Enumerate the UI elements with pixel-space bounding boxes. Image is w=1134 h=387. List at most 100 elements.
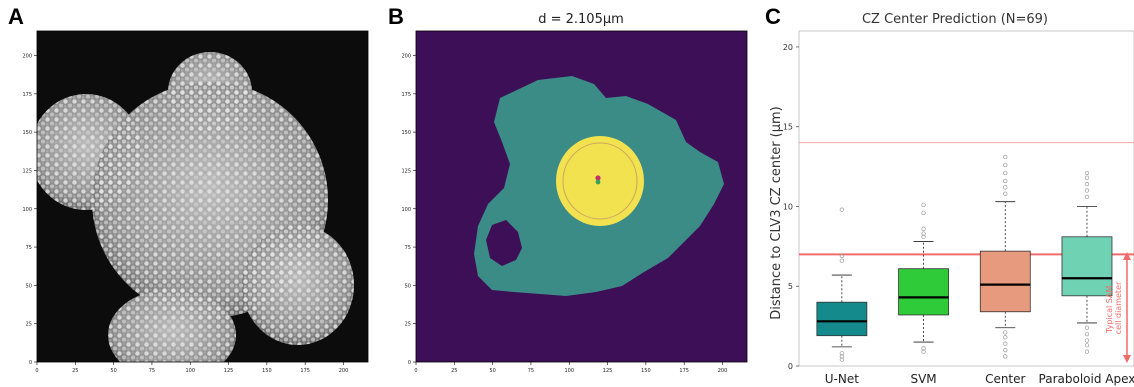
panel-b-x-tick-label: 175 bbox=[679, 368, 689, 374]
y-tick-label: 5 bbox=[788, 282, 793, 291]
panel-b-y-tick-label: 175 bbox=[401, 92, 411, 98]
panel-a-x-tick-label: 0 bbox=[35, 368, 38, 374]
annotation-arrow-down bbox=[1123, 355, 1131, 363]
outlier-point bbox=[839, 357, 845, 362]
cz-circle-fit bbox=[562, 142, 638, 220]
panel-b-x-tick-label: 200 bbox=[718, 368, 728, 374]
panel-a-y-tick-label: 25 bbox=[26, 322, 32, 328]
box-u-net bbox=[816, 207, 868, 362]
outlier-point bbox=[839, 354, 845, 359]
outlier-point bbox=[921, 210, 926, 216]
panel-b-x-tick-label: 50 bbox=[489, 368, 495, 374]
outlier-point bbox=[1084, 349, 1090, 354]
panel-b-x-tick-label: 75 bbox=[528, 368, 534, 374]
panel-a-x-tick-label: 200 bbox=[339, 368, 349, 374]
outlier-point bbox=[1003, 330, 1008, 335]
meristem-image bbox=[37, 52, 354, 362]
outlier-point bbox=[1003, 341, 1008, 346]
meristem-cells bbox=[37, 52, 354, 362]
outlier-point bbox=[1084, 170, 1090, 176]
box-paraboloid-apex bbox=[1061, 170, 1113, 354]
panel-b-y-tick-label: 200 bbox=[401, 54, 411, 60]
panel-b-x-tick-label: 125 bbox=[603, 368, 613, 374]
panel-a-y-tick-label: 125 bbox=[22, 168, 32, 174]
y-tick-label: 20 bbox=[783, 43, 793, 52]
outlier-point bbox=[1003, 335, 1008, 340]
true-center-marker bbox=[595, 179, 601, 185]
outlier-point bbox=[1003, 354, 1008, 359]
panel-a-y-tick-label: 200 bbox=[22, 54, 32, 60]
panel-b-x-tick-label: 100 bbox=[564, 368, 574, 374]
outlier-point bbox=[839, 258, 845, 263]
boxplot-area: 0 5 10 15 20 U-Net SVM Center Paraboloid Apex bbox=[783, 30, 1134, 386]
annotation-arrow-up bbox=[1123, 252, 1131, 260]
panel-a-x-tick-label: 150 bbox=[262, 368, 272, 374]
panel-b-y-tick-label: 25 bbox=[405, 322, 411, 328]
panel-a-x-ticks: 0 25 50 75 100 125 150 175 200 bbox=[35, 362, 348, 374]
outlier-point bbox=[1084, 343, 1090, 348]
panel-a-y-tick-label: 150 bbox=[22, 130, 32, 136]
x-tick-label: Paraboloid Apex bbox=[1039, 372, 1134, 386]
panel-b-x-ticks: 0 25 50 75 100 125 150 175 200 bbox=[414, 362, 727, 374]
outlier-point bbox=[1003, 162, 1008, 168]
outlier-point bbox=[1003, 191, 1008, 196]
y-axis-label: Distance to CLV3 CZ center (μm) bbox=[769, 106, 784, 320]
panel-a-y-tick-label: 50 bbox=[26, 283, 32, 289]
x-tick-label: Center bbox=[985, 372, 1025, 386]
panel-b-y-tick-label: 125 bbox=[401, 168, 411, 174]
outlier-point bbox=[921, 231, 926, 236]
panel-b-segmentation: d = 2.105μm 0 25 50 75 100 125 150 175 200 0 25 50… bbox=[401, 12, 748, 374]
outlier-point bbox=[921, 234, 926, 239]
outlier-point bbox=[839, 253, 845, 259]
outlier-point bbox=[1003, 185, 1008, 190]
panel-a-y-tick-label: 100 bbox=[22, 207, 32, 213]
chart-title: CZ Center Prediction (N=69) bbox=[862, 12, 1048, 27]
x-tick-label: SVM bbox=[910, 372, 936, 386]
panel-b-x-tick-label: 0 bbox=[414, 368, 417, 374]
predicted-center-marker bbox=[595, 175, 601, 181]
box-iqr bbox=[816, 301, 868, 337]
panel-b-x-tick-label: 25 bbox=[451, 368, 457, 374]
x-tick-label: U-Net bbox=[825, 372, 859, 386]
outlier-point bbox=[921, 202, 926, 208]
panel-label-a: A bbox=[8, 4, 24, 29]
box-iqr bbox=[898, 268, 949, 316]
panel-label-b: B bbox=[388, 4, 404, 29]
outlier-point bbox=[1003, 170, 1008, 176]
panel-a-x-tick-label: 125 bbox=[224, 368, 234, 374]
outlier-point bbox=[1084, 181, 1090, 187]
panel-b-title: d = 2.105μm bbox=[538, 12, 624, 27]
panel-a-x-tick-label: 50 bbox=[110, 368, 116, 374]
box-center bbox=[979, 154, 1031, 359]
box-iqr bbox=[979, 250, 1031, 313]
panel-b-x-tick-label: 150 bbox=[641, 368, 651, 374]
panel-b-y-ticks: 0 25 50 75 100 125 150 175 200 bbox=[401, 54, 416, 366]
y-tick-label: 15 bbox=[783, 123, 793, 132]
outlier-point bbox=[1084, 325, 1090, 330]
panel-c-boxplot: CZ Center Prediction (N=69) Distance to … bbox=[769, 12, 1134, 386]
panel-a-x-tick-label: 25 bbox=[72, 368, 78, 374]
outlier-point bbox=[1084, 338, 1090, 343]
outlier-point bbox=[1084, 194, 1090, 200]
panel-b-y-tick-label: 0 bbox=[408, 360, 411, 366]
box-svm bbox=[898, 202, 949, 354]
cell-diameter-annotation: Typical SAM cell diameter bbox=[1105, 252, 1131, 363]
outlier-point bbox=[839, 207, 845, 212]
outlier-point bbox=[1084, 331, 1090, 337]
y-tick-label: 10 bbox=[783, 202, 793, 211]
outlier-point bbox=[839, 351, 845, 356]
panel-b-y-tick-label: 50 bbox=[405, 283, 411, 289]
outlier-point bbox=[1003, 178, 1008, 184]
panel-a-y-tick-label: 75 bbox=[26, 245, 32, 251]
panel-b-y-tick-label: 150 bbox=[401, 130, 411, 136]
panel-a-x-tick-label: 100 bbox=[185, 368, 195, 374]
y-tick-label: 0 bbox=[788, 362, 793, 371]
outlier-point bbox=[921, 349, 926, 354]
panel-a-y-tick-label: 175 bbox=[22, 92, 32, 98]
panel-label-c: C bbox=[765, 4, 781, 29]
outlier-point bbox=[921, 346, 926, 351]
outlier-point bbox=[1084, 175, 1090, 180]
annotation-text: Typical SAM cell diameter bbox=[1105, 281, 1123, 334]
tissue-hole bbox=[486, 220, 522, 266]
